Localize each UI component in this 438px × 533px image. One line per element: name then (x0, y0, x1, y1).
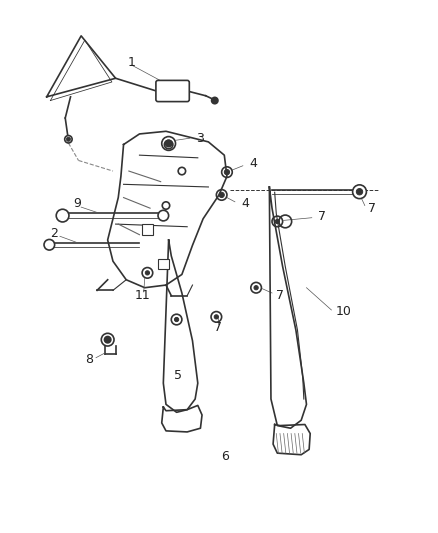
Text: 4: 4 (250, 157, 258, 169)
Circle shape (214, 315, 219, 319)
Circle shape (357, 189, 363, 195)
Circle shape (144, 225, 151, 233)
Circle shape (353, 185, 367, 199)
Circle shape (162, 202, 170, 209)
Text: 6: 6 (222, 450, 230, 463)
Circle shape (159, 260, 167, 268)
Circle shape (158, 211, 169, 221)
Circle shape (44, 239, 55, 250)
FancyBboxPatch shape (156, 80, 189, 102)
Circle shape (66, 137, 71, 141)
Text: 7: 7 (318, 209, 326, 223)
Bar (142, 224, 153, 235)
Text: 3: 3 (197, 132, 205, 144)
Circle shape (145, 271, 149, 275)
Text: 7: 7 (276, 289, 284, 302)
Bar (158, 259, 169, 269)
Text: 1: 1 (127, 56, 135, 69)
Circle shape (101, 333, 114, 346)
Circle shape (212, 98, 218, 104)
Text: 2: 2 (49, 227, 57, 240)
Circle shape (164, 140, 173, 149)
Circle shape (174, 317, 179, 321)
Circle shape (65, 135, 72, 143)
Circle shape (105, 336, 111, 343)
Circle shape (178, 167, 186, 175)
Text: 4: 4 (242, 197, 250, 211)
Text: 9: 9 (73, 197, 81, 211)
Circle shape (219, 192, 224, 198)
Text: 8: 8 (85, 353, 93, 366)
Text: 7: 7 (368, 201, 376, 215)
Text: 7: 7 (214, 321, 222, 334)
Text: 11: 11 (134, 289, 150, 302)
Circle shape (56, 209, 69, 222)
Circle shape (166, 140, 172, 147)
Text: 5: 5 (173, 369, 182, 382)
Circle shape (254, 286, 258, 290)
Text: 10: 10 (336, 305, 352, 318)
Circle shape (224, 169, 230, 175)
Circle shape (275, 219, 279, 223)
